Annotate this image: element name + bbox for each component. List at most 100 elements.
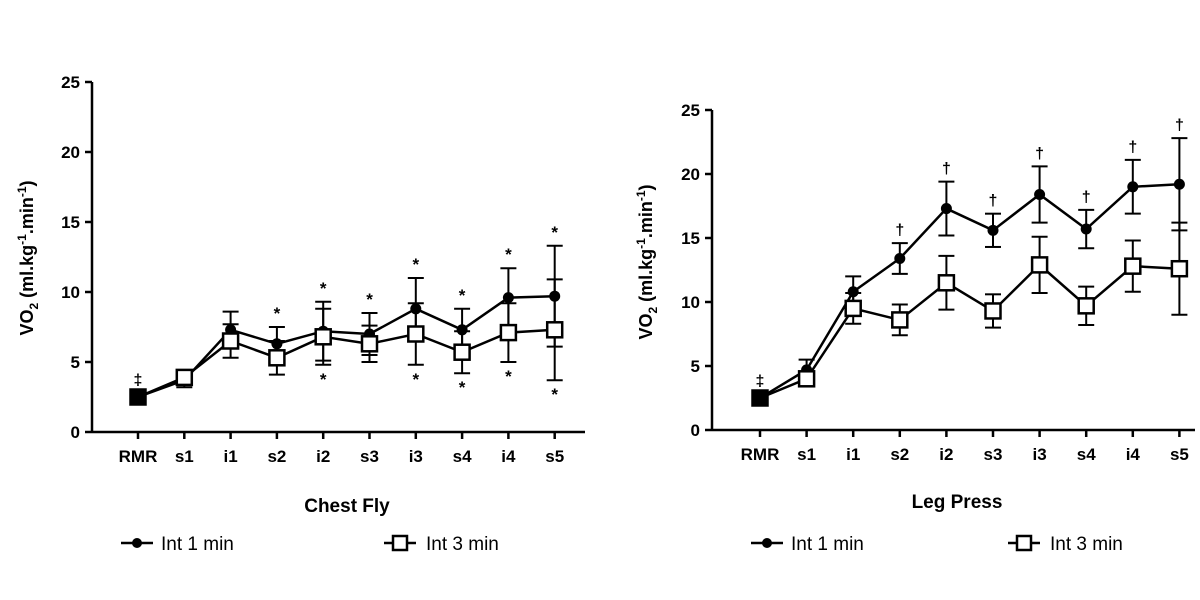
x-tick-label: i1 <box>224 447 238 466</box>
chart-chest-fly: VO2 (ml.kg-1.min-1) Chest Fly 0 5 10 15 20 25… <box>15 73 585 517</box>
significance-marker: * <box>366 290 373 309</box>
data-point <box>1124 257 1142 275</box>
x-tick-label: s2 <box>890 445 909 464</box>
significance-marker: * <box>551 385 558 404</box>
y-axis-title: VO2 (ml.kg-1.min-1) <box>15 180 41 335</box>
significance-marker: ‡ <box>756 373 765 390</box>
significance-marker: ‡ <box>134 372 143 389</box>
y-tick-label: 5 <box>71 353 80 372</box>
significance-marker: * <box>459 286 466 305</box>
y-tick-label: 0 <box>71 423 80 442</box>
series-int-3-min <box>751 221 1189 407</box>
significance-marker: * <box>551 223 558 242</box>
x-tick-label: s5 <box>1170 445 1189 464</box>
data-point <box>1127 181 1139 193</box>
significance-marker: * <box>505 245 512 264</box>
significance-marker: * <box>505 367 512 386</box>
series-line <box>759 182 1180 400</box>
y-tick-label: 10 <box>681 293 700 312</box>
data-point <box>847 286 859 298</box>
legend-circle-marker <box>132 538 142 548</box>
data-point <box>797 370 816 388</box>
x-tick-label: i2 <box>939 445 953 464</box>
data-point <box>984 302 1002 320</box>
series-line <box>759 263 1180 400</box>
series-int-1-min <box>132 244 563 403</box>
y-axis-title-text: VO2 (ml.kg-1.min-1) <box>634 184 660 339</box>
data-point <box>175 368 194 387</box>
data-point <box>987 224 999 236</box>
significance-marker: * <box>320 279 327 298</box>
x-tick-label: s1 <box>797 445 816 464</box>
significance-marker: * <box>412 370 419 389</box>
legend-item-int-3-min: Int 3 min <box>384 534 499 555</box>
legend-leg-press: Int 1 min Int 3 min <box>751 534 1123 555</box>
legend-circle-marker <box>762 538 772 548</box>
data-point <box>545 321 564 339</box>
y-tick-label: 15 <box>61 213 80 232</box>
legend-chest-fly: Int 1 min Int 3 min <box>121 534 499 555</box>
data-point <box>1173 178 1185 190</box>
data-point <box>221 332 240 350</box>
data-point <box>407 325 425 343</box>
significance-marker: † <box>1128 139 1137 156</box>
data-point <box>891 311 909 329</box>
y-axis-title: VO2 (ml.kg-1.min-1) <box>634 184 660 339</box>
significance-marker: † <box>895 222 904 239</box>
x-tick-label: i2 <box>316 447 330 466</box>
significance-marker: † <box>1175 117 1184 134</box>
data-point <box>937 274 956 292</box>
data-point <box>502 292 514 304</box>
data-point <box>940 203 952 215</box>
data-point <box>1077 297 1095 315</box>
x-tick-label: i3 <box>409 447 423 466</box>
chart-leg-press: VO2 (ml.kg-1.min-1) Leg Press 0 5 10 15 20 25… <box>634 101 1195 513</box>
significance-marker: * <box>274 304 281 323</box>
legend-label: Int 3 min <box>1050 534 1123 555</box>
significance-marker: * <box>459 378 466 397</box>
data-point <box>1170 259 1189 278</box>
series-int-3-min <box>129 278 564 406</box>
legend-label: Int 1 min <box>161 534 234 555</box>
series-line <box>137 294 555 399</box>
y-tick-label: 10 <box>61 283 80 302</box>
legend-square-marker <box>391 534 409 552</box>
data-point <box>751 389 769 407</box>
data-point <box>499 323 518 342</box>
significance-marker: † <box>1082 189 1091 206</box>
x-tick-label: RMR <box>119 447 158 466</box>
legend-item-int-3-min: Int 3 min <box>1008 534 1123 555</box>
data-point <box>456 324 468 336</box>
legend-label: Int 3 min <box>426 534 499 555</box>
legend-item-int-1-min: Int 1 min <box>751 534 864 555</box>
x-tick-label: s2 <box>267 447 286 466</box>
legend-square-marker <box>1015 534 1033 552</box>
series-int-1-min <box>754 137 1188 404</box>
x-tick-label: s4 <box>453 447 472 466</box>
x-tick-label: RMR <box>741 445 780 464</box>
data-point <box>129 388 147 406</box>
x-tick-label: i4 <box>1126 445 1141 464</box>
y-tick-label: 20 <box>61 143 80 162</box>
x-tick-label: i4 <box>501 447 516 466</box>
significance-marker: † <box>989 193 998 210</box>
significance-marker: † <box>1035 145 1044 162</box>
data-point <box>453 343 471 361</box>
data-point <box>268 349 286 367</box>
y-tick-label: 25 <box>681 101 700 120</box>
legend-label: Int 1 min <box>791 534 864 555</box>
y-tick-label: 15 <box>681 229 700 248</box>
data-point <box>1034 188 1046 200</box>
significance-marker: * <box>412 255 419 274</box>
series-line <box>137 328 555 399</box>
x-axis-title: Leg Press <box>912 492 1003 513</box>
data-point <box>360 335 379 353</box>
data-point <box>1080 223 1092 235</box>
x-axis-title: Chest Fly <box>304 496 390 517</box>
x-tick-label: s5 <box>545 447 564 466</box>
data-point <box>844 299 862 318</box>
significance-marker: * <box>320 370 327 389</box>
data-point <box>894 252 906 264</box>
x-tick-label: i3 <box>1033 445 1047 464</box>
significance-marker: † <box>942 161 951 178</box>
